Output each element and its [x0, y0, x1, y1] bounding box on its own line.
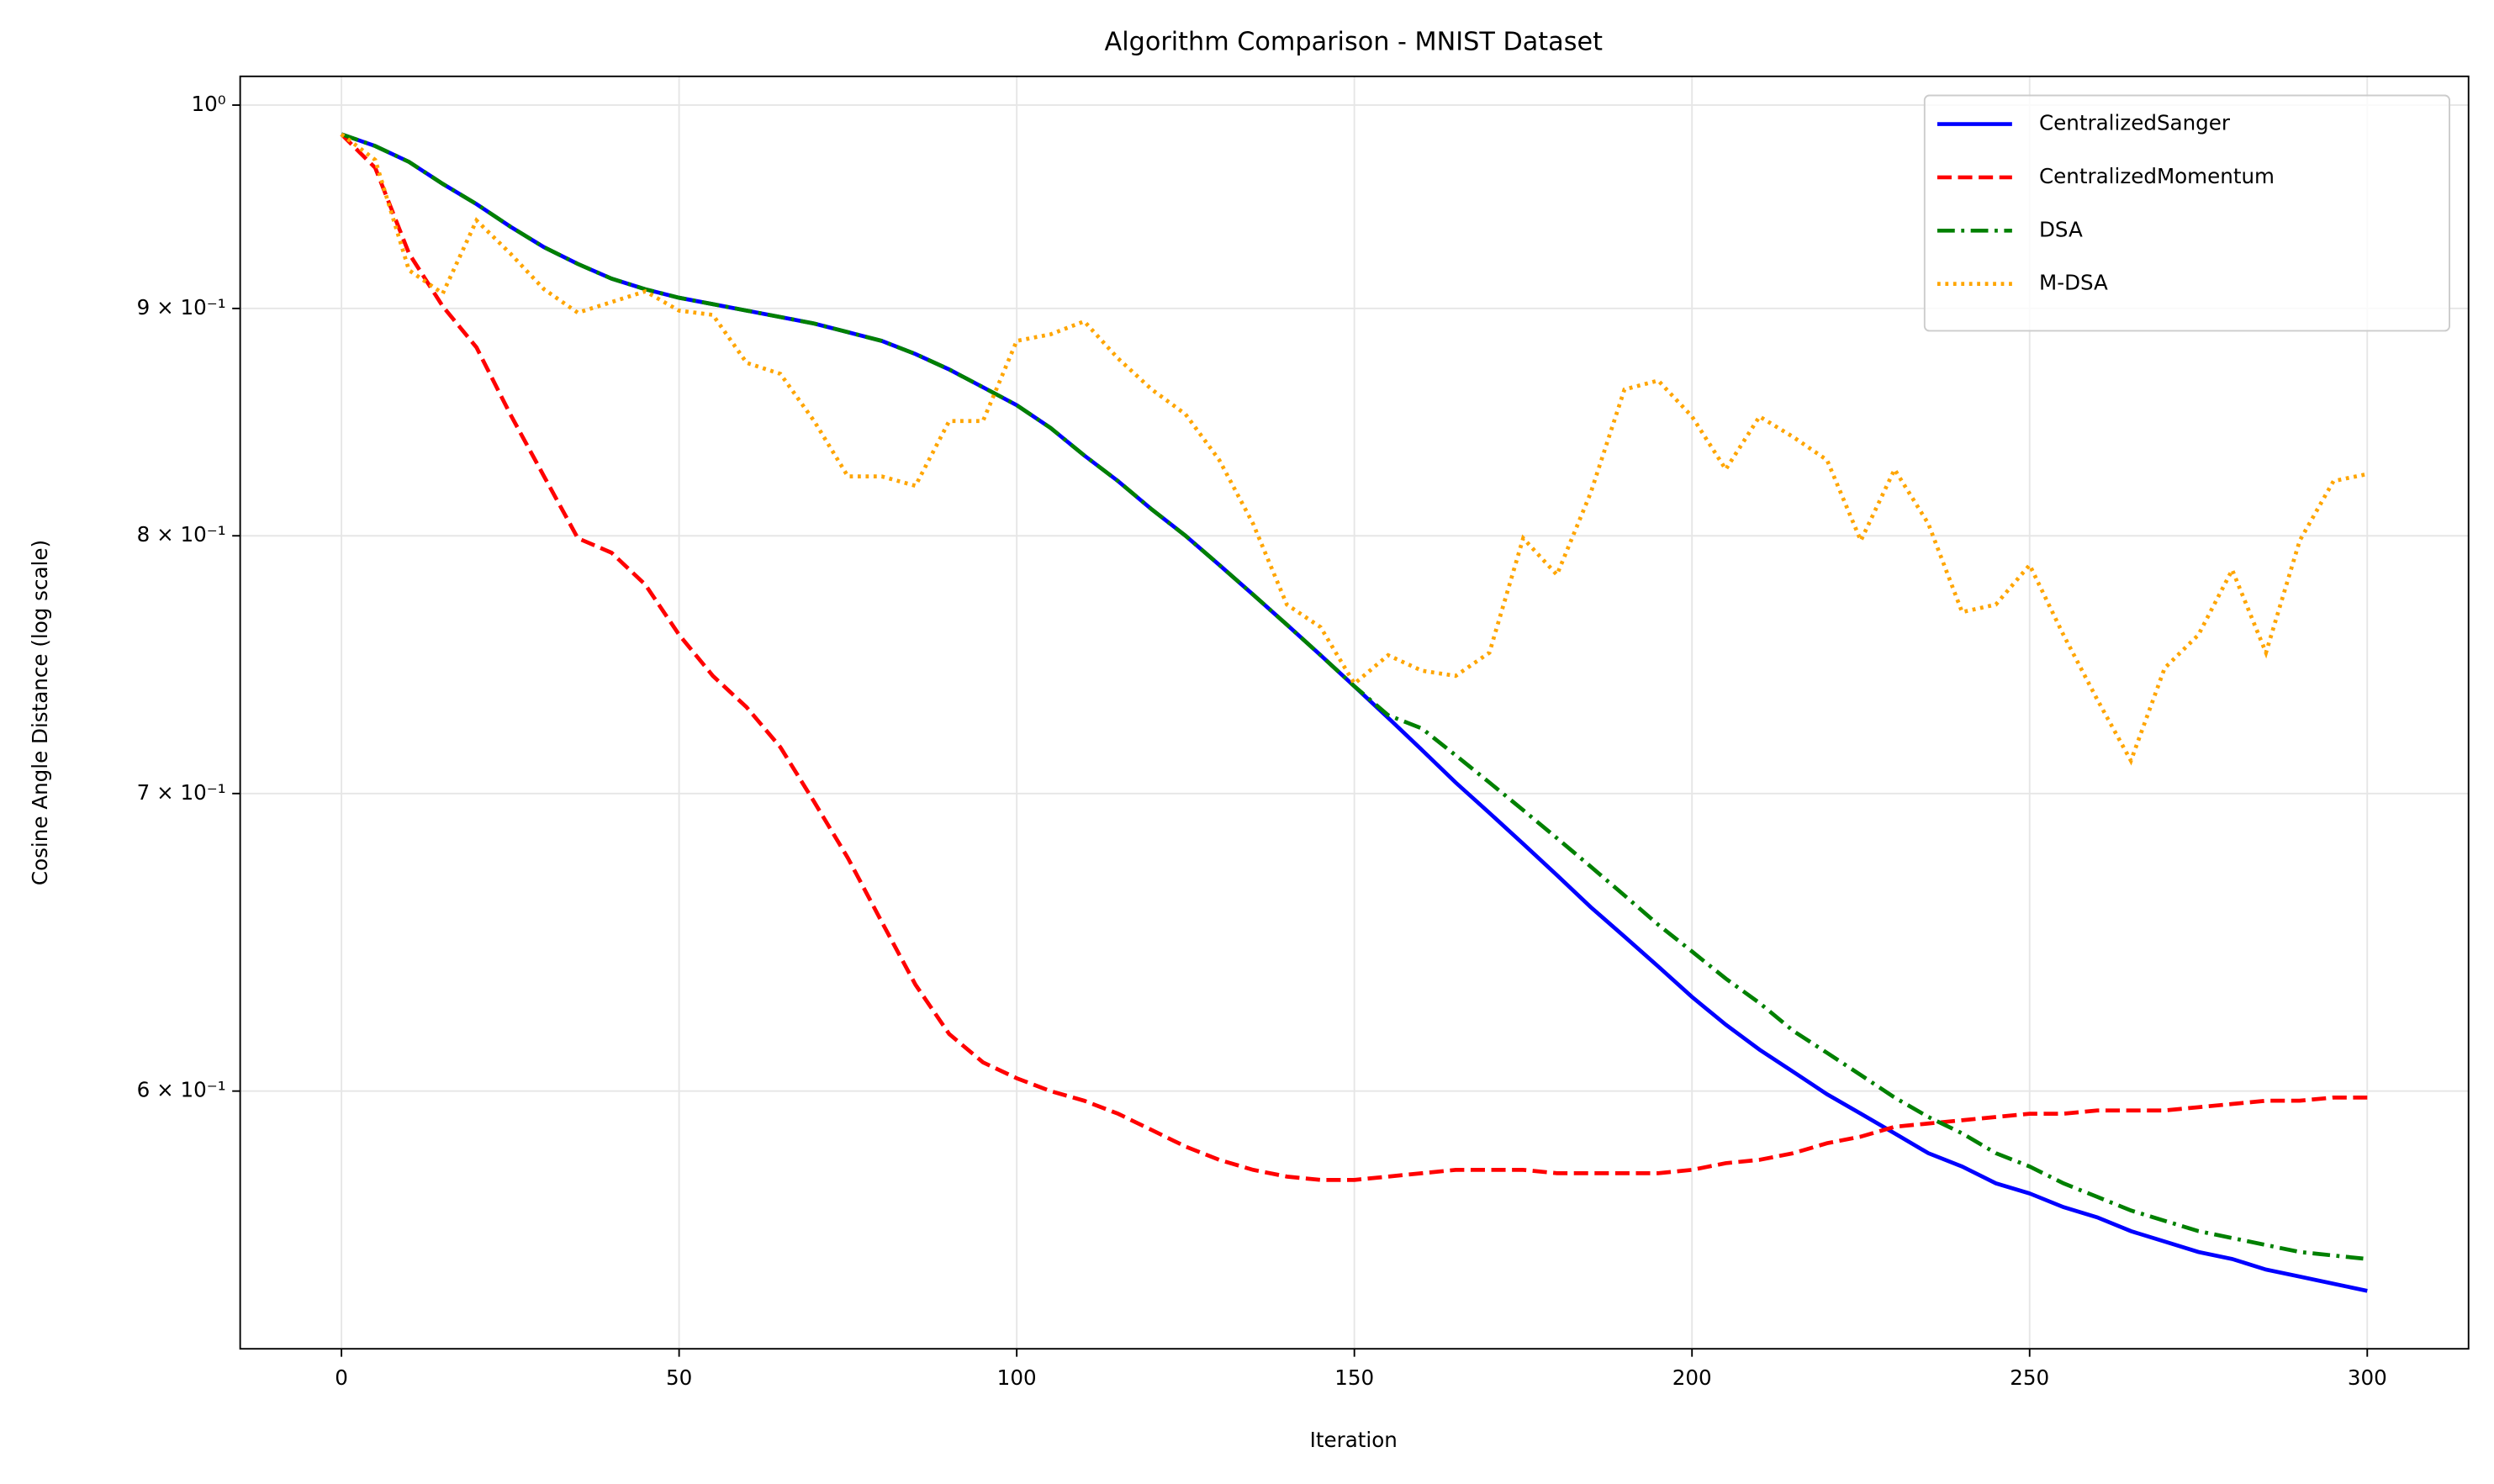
x-tick-label: 250 — [2010, 1365, 2049, 1390]
legend-label: DSA — [2039, 217, 2083, 241]
x-tick-label: 100 — [997, 1365, 1037, 1390]
legend-box — [1923, 94, 2450, 332]
y-tick-label: 8 × 10⁻¹ — [137, 522, 226, 547]
legend-label: M-DSA — [2039, 271, 2108, 295]
series-line — [341, 132, 2368, 1261]
plot-frame — [239, 75, 2470, 1350]
chart-title: Algorithm Comparison - MNIST Dataset — [1105, 28, 1604, 57]
x-tick-label: 200 — [1672, 1365, 1712, 1390]
series-line — [340, 133, 2368, 1182]
x-axis-label: Iteration — [1310, 1428, 1398, 1452]
x-tick-label: 150 — [1334, 1365, 1374, 1390]
y-tick-label: 6 × 10⁻¹ — [137, 1078, 226, 1102]
y-axis-label: Cosine Angle Distance (log scale) — [28, 540, 52, 885]
y-tick-label: 7 × 10⁻¹ — [137, 780, 226, 805]
series-line — [340, 132, 2368, 766]
y-tick-label: 9 × 10⁻¹ — [137, 295, 226, 320]
x-tick-label: 300 — [2348, 1365, 2387, 1390]
legend-label: CentralizedMomentum — [2039, 164, 2275, 188]
x-tick-label: 0 — [335, 1365, 348, 1390]
y-tick-label: 10⁰ — [191, 92, 225, 116]
x-tick-label: 50 — [666, 1365, 692, 1390]
legend-label: CentralizedSanger — [2039, 111, 2231, 135]
